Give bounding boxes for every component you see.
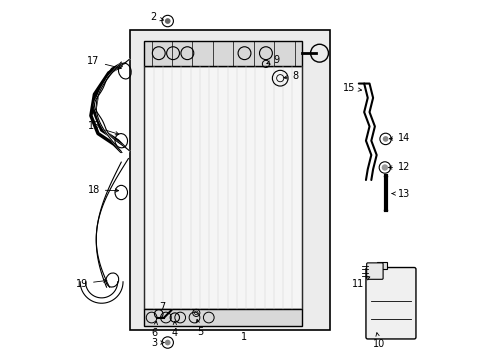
Text: 7: 7 (159, 302, 165, 312)
Text: 1: 1 (241, 332, 247, 342)
FancyBboxPatch shape (366, 263, 382, 279)
Bar (144, 66, 301, 309)
Text: 4: 4 (171, 321, 178, 338)
Polygon shape (94, 59, 130, 152)
FancyBboxPatch shape (365, 267, 415, 339)
Text: 10: 10 (372, 333, 385, 349)
Text: 11: 11 (351, 277, 369, 289)
Text: 19: 19 (76, 279, 107, 289)
Text: 15: 15 (342, 83, 361, 93)
Text: 3: 3 (151, 338, 163, 347)
Circle shape (382, 136, 387, 142)
Text: 18: 18 (87, 185, 119, 195)
Text: 9: 9 (266, 55, 279, 65)
Text: 2: 2 (150, 13, 163, 22)
Text: 12: 12 (388, 162, 409, 172)
FancyBboxPatch shape (376, 262, 386, 269)
Polygon shape (96, 158, 128, 287)
Text: 8: 8 (284, 71, 298, 81)
Text: 6: 6 (151, 321, 157, 338)
Circle shape (164, 340, 170, 345)
Text: 5: 5 (196, 319, 203, 337)
Circle shape (164, 18, 170, 24)
Text: 14: 14 (388, 133, 409, 143)
FancyBboxPatch shape (144, 309, 301, 327)
Circle shape (381, 164, 387, 171)
Polygon shape (80, 282, 123, 303)
FancyBboxPatch shape (144, 41, 301, 66)
Text: 13: 13 (391, 189, 409, 199)
FancyBboxPatch shape (130, 30, 329, 330)
Text: 16: 16 (87, 121, 119, 135)
Text: 17: 17 (87, 57, 121, 69)
